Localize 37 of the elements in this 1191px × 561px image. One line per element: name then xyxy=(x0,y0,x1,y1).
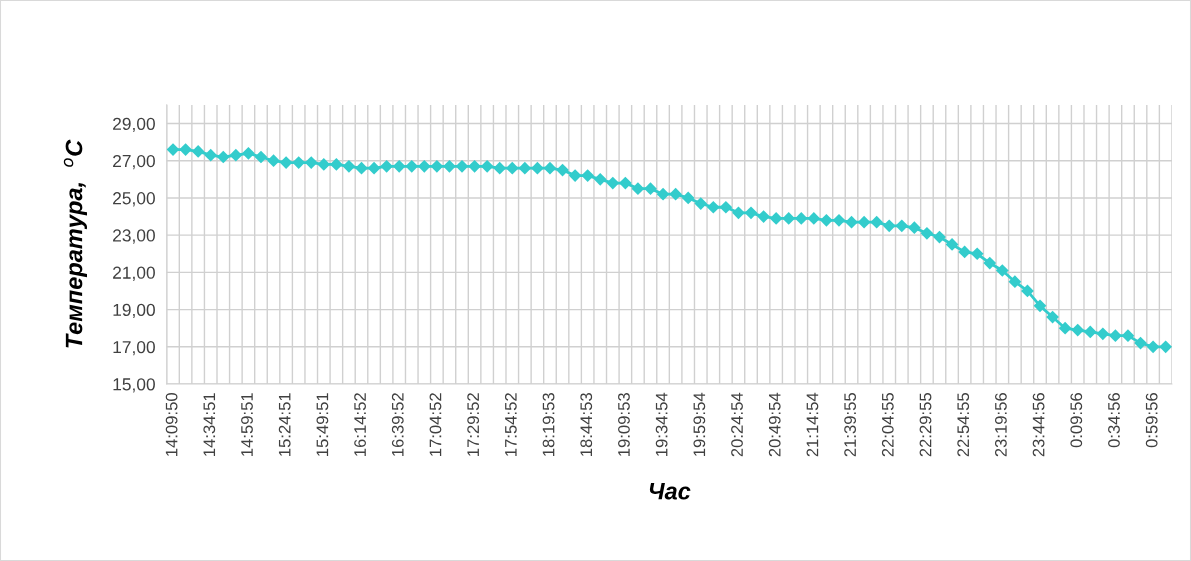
x-tick-label: 14:59:51 xyxy=(241,393,253,456)
x-tick-label: 0:09:56 xyxy=(1070,393,1083,448)
y-tick-label: 23,00 xyxy=(113,229,155,244)
x-tick-label: 0:34:56 xyxy=(1108,393,1120,448)
x-tick-label: 17:29:52 xyxy=(467,393,480,456)
y-tick-label: 27,00 xyxy=(113,154,155,170)
x-tick-label: 23:19:56 xyxy=(994,393,1007,457)
x-axis-title: Час xyxy=(649,483,691,500)
x-tick-label: 21:39:55 xyxy=(844,393,857,457)
x-tick-label: 20:24:54 xyxy=(731,392,743,457)
y-axis-title: Температура, $^{o}$C xyxy=(63,139,88,348)
x-tick-label: 17:54:52 xyxy=(504,393,517,456)
x-tick-label: 0:59:56 xyxy=(1145,393,1158,448)
x-tick-label: 18:19:53 xyxy=(542,393,555,456)
x-tick-label: 15:24:51 xyxy=(278,393,291,456)
x-tick-label: 22:29:55 xyxy=(919,393,932,457)
x-tick-label: 19:34:54 xyxy=(655,392,668,456)
y-tick-label: 15,00 xyxy=(113,378,155,393)
x-tick-label: 18:44:53 xyxy=(580,393,593,456)
x-tick-label: 23:44:56 xyxy=(1032,393,1045,457)
y-tick-label: 29,00 xyxy=(113,117,155,133)
x-tick-label: 14:09:50 xyxy=(165,392,178,456)
x-tick-label: 16:14:52 xyxy=(354,393,366,456)
x-tick-label: 21:14:54 xyxy=(806,392,819,457)
x-tick-label: 20:49:54 xyxy=(768,392,781,457)
x-tick-label: 22:04:55 xyxy=(881,393,894,457)
y-tick-label: 25,00 xyxy=(113,192,155,207)
x-tick-label: 19:59:54 xyxy=(693,392,706,456)
x-tick-label: 16:39:52 xyxy=(391,393,404,456)
y-tick-label: 19,00 xyxy=(113,303,155,319)
x-tick-label: 22:54:55 xyxy=(957,393,970,457)
x-tick-label: 15:49:51 xyxy=(316,393,329,456)
y-tick-label: 21,00 xyxy=(113,266,155,281)
x-tick-label: 14:34:51 xyxy=(203,393,216,456)
x-tick-label: 19:09:53 xyxy=(618,393,630,456)
y-tick-label: 17,00 xyxy=(113,340,155,356)
x-tick-label: 17:04:52 xyxy=(429,393,442,456)
